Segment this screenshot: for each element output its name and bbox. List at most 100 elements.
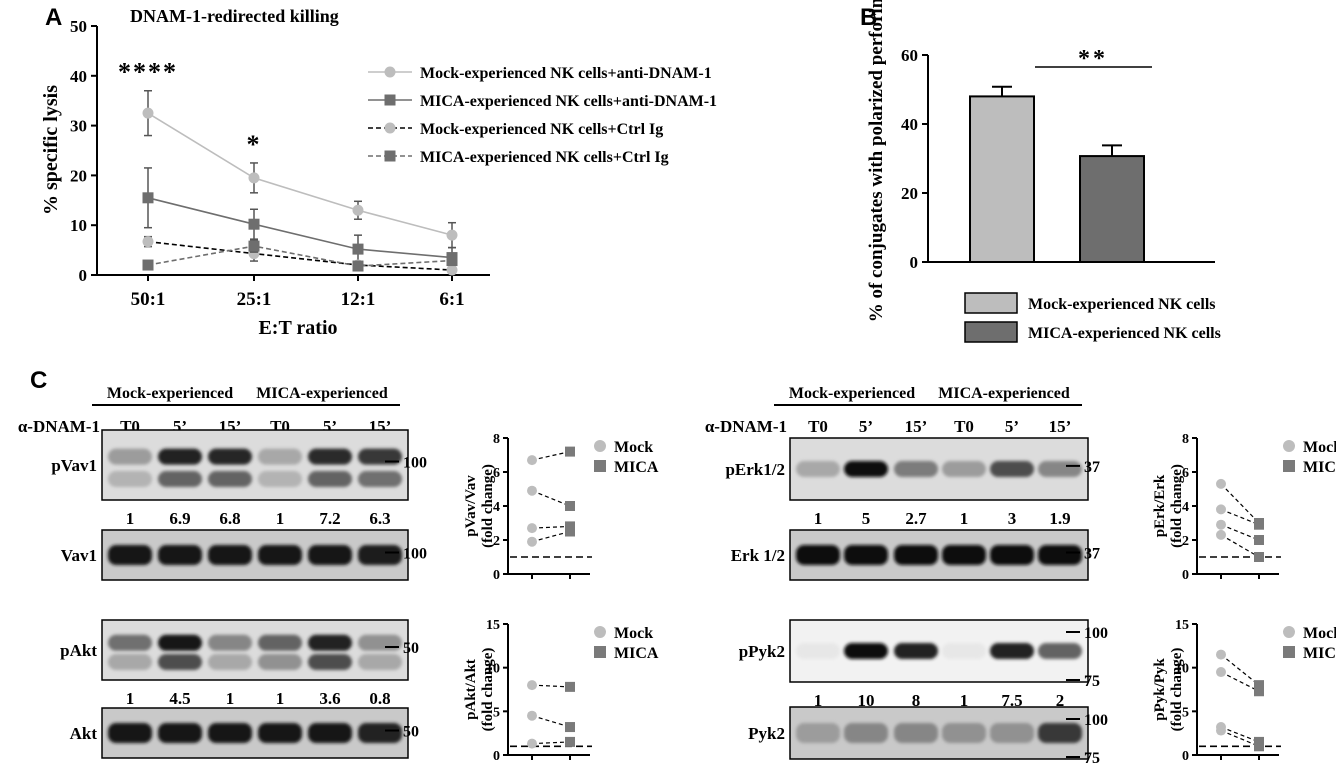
- chart-a-point: [248, 218, 260, 230]
- blot-lane-label: 15’: [905, 417, 928, 436]
- fold-plot-pair-line: [1220, 654, 1260, 686]
- chart-a-ytick-label: 20: [70, 166, 87, 185]
- blot-band: [258, 654, 302, 670]
- fold-plot-ytick-label: 8: [493, 432, 500, 447]
- chart-b-ytick-label: 0: [910, 253, 919, 272]
- blot-quant-value: 1.9: [1049, 509, 1070, 528]
- fold-plot-mock-point: [1216, 667, 1226, 678]
- chart-a-point: [142, 192, 154, 204]
- blot-lane-label: T0: [808, 417, 828, 436]
- blot-protein-label: Vav1: [61, 546, 97, 565]
- blot-band: [208, 448, 252, 465]
- fold-plot-mock-point: [1216, 519, 1226, 530]
- fold-plot-ylabel-line2: (fold change): [480, 648, 496, 732]
- fold-plot-pair-line: [1220, 524, 1260, 541]
- chart-a-point: [352, 260, 364, 272]
- chart-a-series: [142, 235, 458, 276]
- chart-a-ytick-label: 50: [70, 17, 87, 36]
- blot-quant-value: 6.9: [169, 509, 190, 528]
- fold-plot-ylabel-line1: pPyk/Pyk: [1152, 658, 1168, 721]
- blot-quant-value: 8: [912, 691, 921, 710]
- blot-band: [308, 471, 352, 487]
- blot-quant-value: 1: [126, 689, 135, 708]
- chart-a-significance: *: [247, 130, 262, 159]
- western-blots: Mock-experienced MICA-experienced α-DNAM-1…: [18, 385, 1108, 767]
- blot-ppyk2: pPyk2 100 75 1 10 8 1 7.5 2: [739, 619, 1108, 710]
- blot-band: [258, 634, 302, 651]
- chart-b-ylabel: % of conjugates with polarized perforin: [866, 0, 887, 322]
- fold-plot-mock-point: [527, 536, 537, 547]
- blot-pyk2: Pyk2 100 75: [748, 706, 1108, 767]
- fold-plot-ytick-label: 0: [493, 749, 500, 764]
- chart-b-legend-label: MICA-experienced NK cells: [1028, 325, 1221, 342]
- blot-erk-1-2: Erk 1/2 37: [731, 529, 1100, 581]
- fold-plot-mica-point: [565, 521, 575, 532]
- blot-band: [796, 545, 840, 565]
- fold-plot-ytick-label: 4: [1182, 500, 1189, 515]
- fold-plot-legend-mica-marker: [594, 646, 606, 658]
- blot-quant-value: 1: [814, 691, 823, 710]
- chart-a-point: [142, 259, 154, 271]
- fold-change-plot: 0 2 4 6 8 pErk/Erk(fold change) Mock MICA: [1152, 432, 1336, 583]
- fold-plot-pair-line: [1220, 508, 1260, 526]
- chart-a-series-line: [147, 240, 453, 271]
- blot-band: [796, 643, 840, 659]
- fold-plot-ytick-label: 15: [1175, 618, 1189, 633]
- blot-band: [990, 461, 1034, 477]
- fold-plot-ylabel-line2: (fold change): [1169, 464, 1185, 548]
- blot-band: [942, 643, 986, 659]
- blot-band: [942, 723, 986, 743]
- blot-band: [894, 643, 938, 659]
- blot-mw-label: 75: [1084, 750, 1100, 767]
- blot-band: [208, 654, 252, 670]
- blot-quant-value: 1: [960, 509, 969, 528]
- fold-plot-pair-line: [531, 451, 571, 461]
- fold-plot-pair-line: [1220, 671, 1260, 692]
- blot-band: [358, 634, 402, 651]
- blot-lane-label: 5’: [1005, 417, 1019, 436]
- chart-a-point: [446, 264, 458, 276]
- fold-plot-pair-line: [531, 525, 571, 529]
- blot-band: [894, 461, 938, 477]
- blot-band: [308, 448, 352, 465]
- blot-band: [358, 654, 402, 670]
- fold-plot-ytick-label: 10: [1175, 662, 1189, 677]
- blot-band: [942, 461, 986, 477]
- blot-group-label: Mock-experienced: [107, 385, 233, 402]
- fold-plot-legend-mica-marker: [594, 460, 606, 472]
- blot-band: [208, 634, 252, 651]
- fold-plot-pair-line: [531, 684, 571, 688]
- fold-plot-mica-point: [1254, 686, 1264, 697]
- fold-plot-pair-line: [531, 530, 571, 543]
- chart-a-legend-label: Mock-experienced NK cells+Ctrl Ig: [420, 121, 663, 138]
- fold-plot-ytick-label: 10: [486, 662, 500, 677]
- blot-quant-value: 1: [276, 509, 285, 528]
- blot-band: [208, 545, 252, 565]
- blot-band: [158, 471, 202, 487]
- chart-b-ytick-label: 60: [901, 46, 918, 65]
- chart-a-title: DNAM-1-redirected killing: [130, 6, 339, 26]
- blot-band: [158, 545, 202, 565]
- blot-quant-value: 2: [1056, 691, 1065, 710]
- fold-change-plot: 0 2 4 6 8 pVav/Vav(fold change) Mock MICA: [463, 432, 659, 583]
- blot-mw-label: 100: [1084, 625, 1108, 642]
- blot-band: [258, 545, 302, 565]
- blot-group-label: Mock-experienced: [789, 385, 915, 402]
- fold-plot-pair-line: [1220, 729, 1260, 747]
- fold-change-plot: 0 5 10 15 pAkt/Akt(fold change) Mock MICA: [463, 618, 659, 764]
- chart-a-point: [352, 243, 364, 255]
- fold-plot-ytick-label: 8: [1182, 432, 1189, 447]
- chart-a-point: [446, 255, 458, 267]
- blot-band: [796, 461, 840, 477]
- blot-quant-value: 3: [1008, 509, 1017, 528]
- blot-band: [308, 723, 352, 743]
- chart-a-ytick-label: 30: [70, 117, 87, 136]
- blot-quant-value: 1: [814, 509, 823, 528]
- blot-quant-value: 1: [960, 691, 969, 710]
- blot-lane-label: 15’: [1049, 417, 1072, 436]
- blot-quant-value: 7.5: [1001, 691, 1022, 710]
- fold-plot-pair-line: [531, 715, 571, 728]
- blot-band: [258, 448, 302, 465]
